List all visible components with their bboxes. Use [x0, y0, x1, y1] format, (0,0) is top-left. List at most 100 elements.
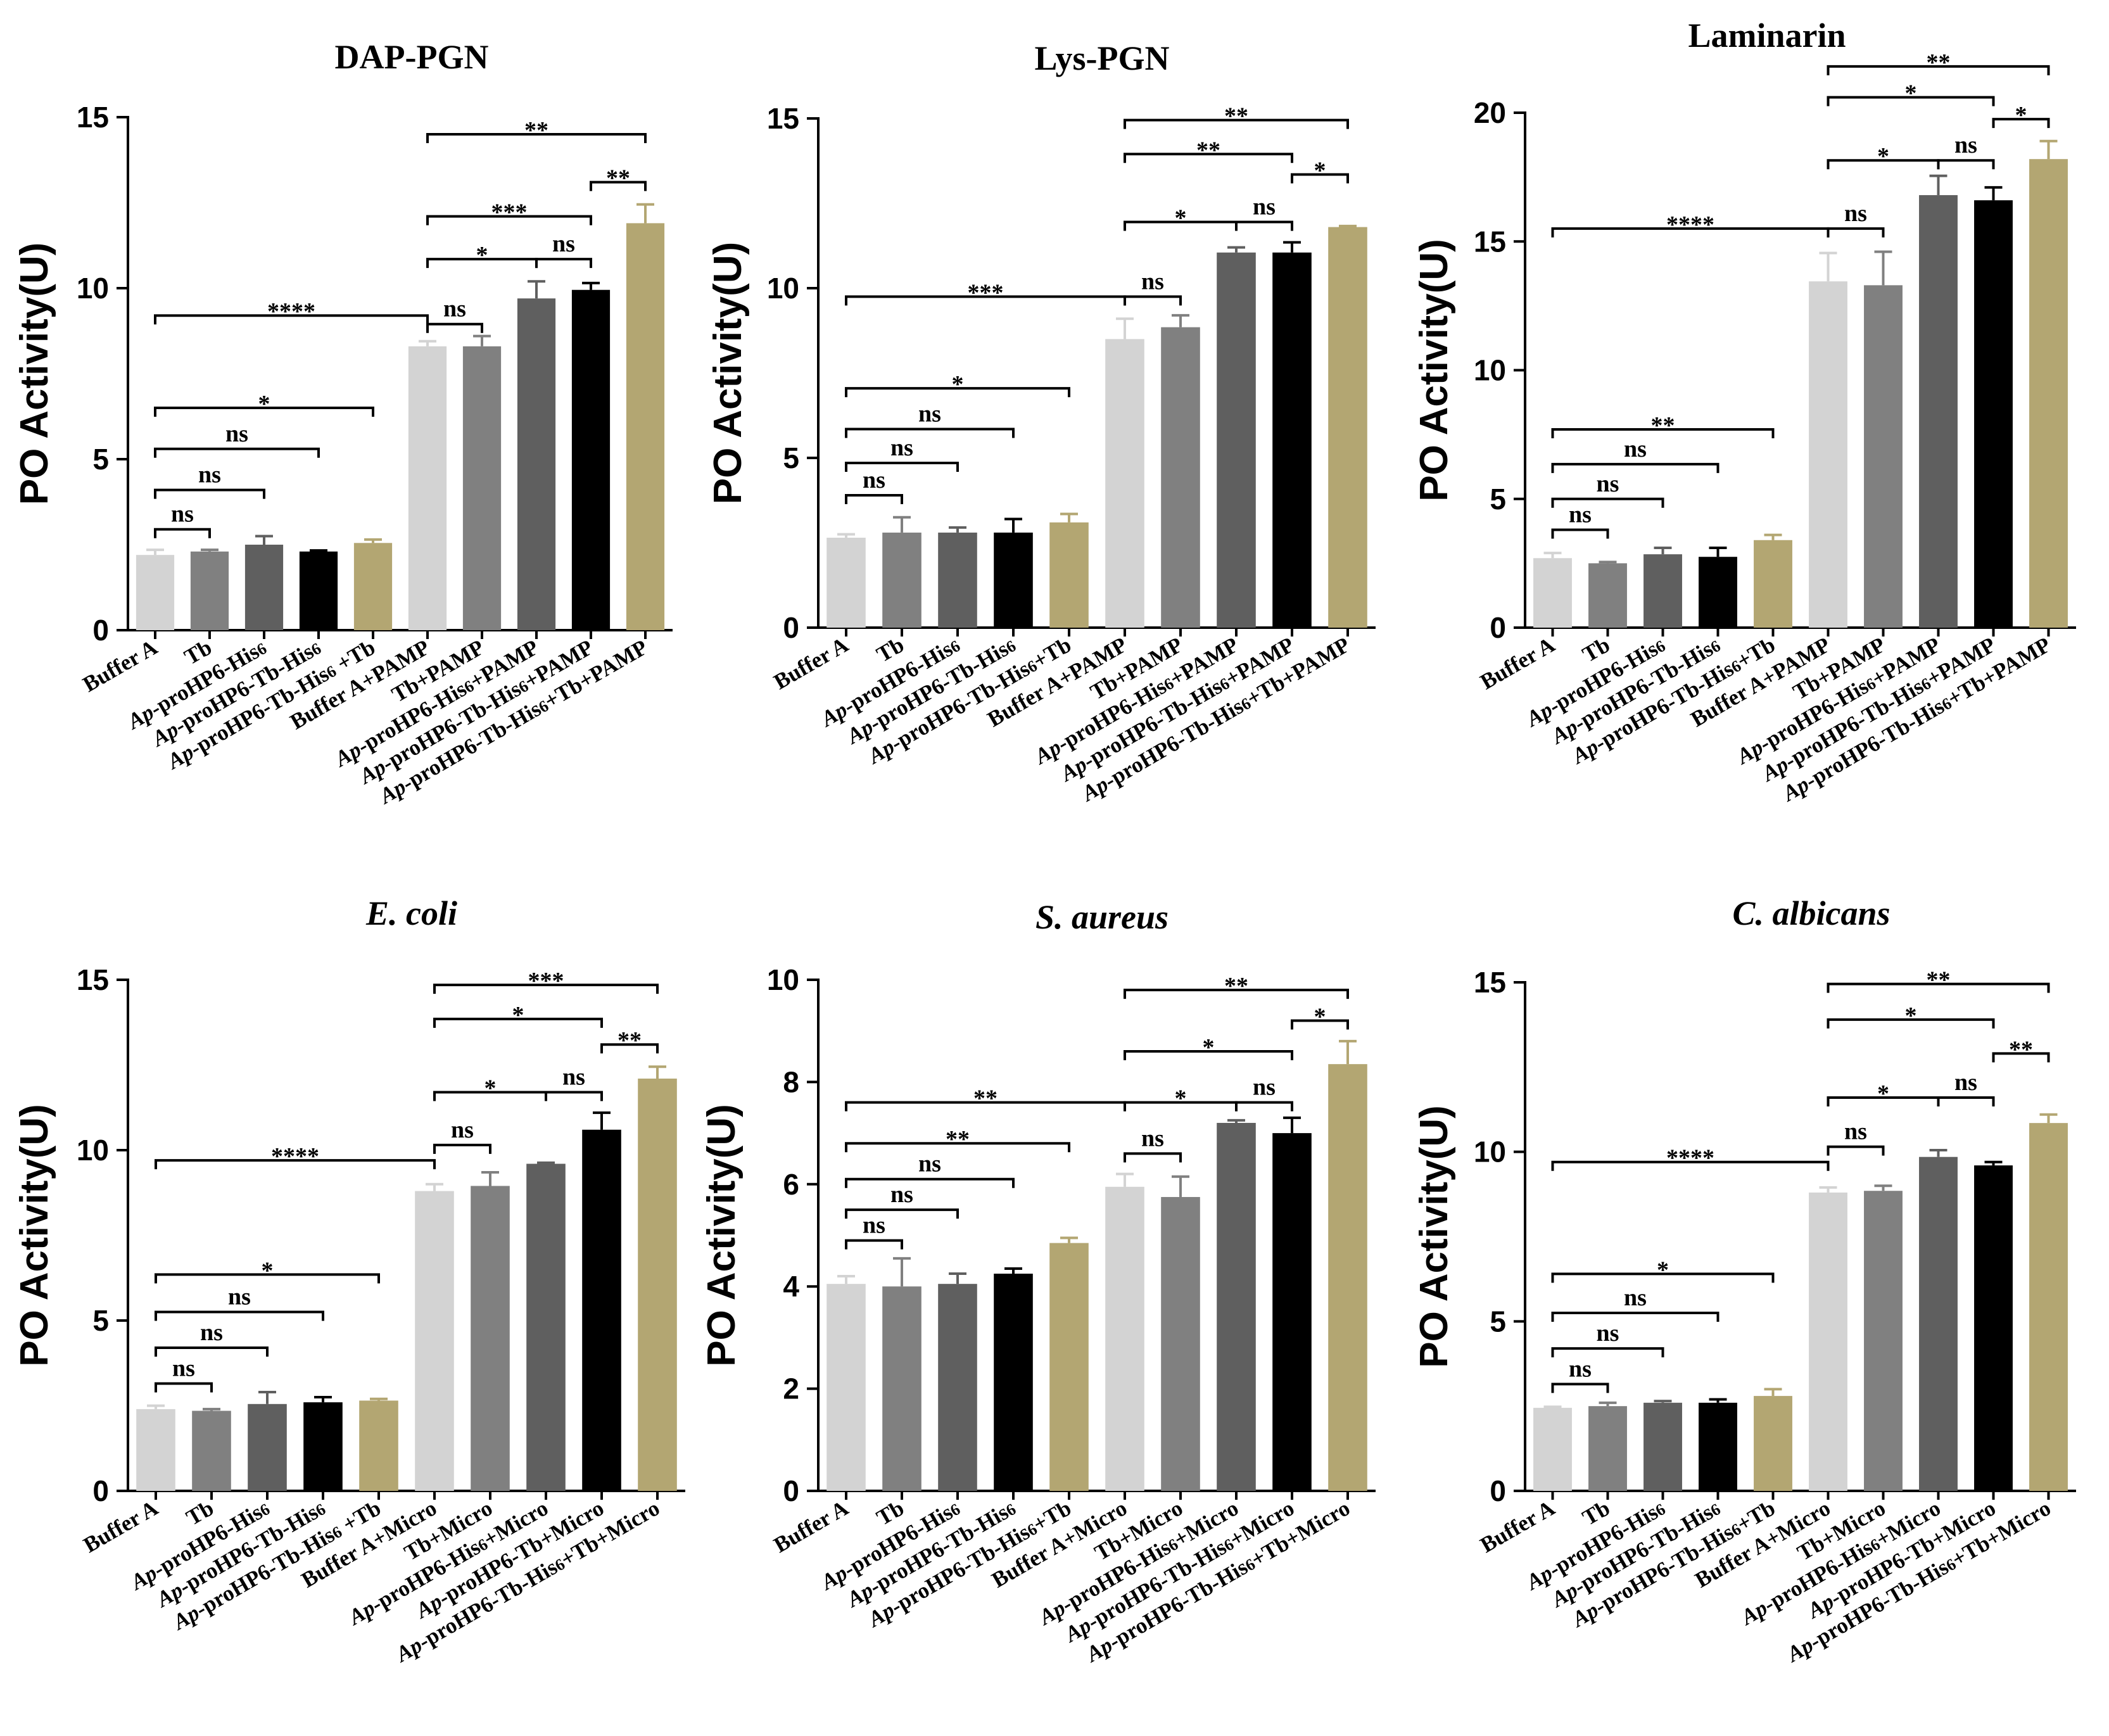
significance-label: ns: [1141, 268, 1164, 295]
bar: [353, 543, 393, 630]
significance-label: ns: [1844, 200, 1867, 227]
significance-bracket: [590, 181, 647, 191]
significance-label: *: [258, 391, 270, 417]
x-category-label: Buffer A: [79, 1495, 163, 1557]
x-category-label: Buffer A: [770, 1495, 853, 1557]
y-tick-label: 15: [77, 963, 109, 996]
significance-label: ns: [552, 231, 575, 257]
bar: [1161, 327, 1200, 628]
bar: [571, 289, 611, 630]
bar: [1217, 252, 1256, 628]
bar: [1161, 1196, 1200, 1491]
significance-label: *: [1175, 205, 1187, 231]
significance-label: *: [1877, 1080, 1889, 1107]
bar: [408, 346, 447, 630]
significance-label: *: [484, 1075, 497, 1102]
significance-bracket: [1551, 1160, 1830, 1171]
significance-bracket: [845, 1142, 1070, 1153]
significance-bracket: [600, 1043, 659, 1054]
significance-bracket: [1992, 1052, 2050, 1063]
bar: [1217, 1122, 1256, 1491]
y-tick-label: 10: [767, 963, 799, 996]
bar: [244, 545, 284, 630]
significance-label: ****: [267, 298, 315, 325]
bar: [471, 1186, 510, 1491]
y-tick-label: 15: [77, 101, 109, 134]
y-tick-label: 5: [92, 443, 109, 476]
y-tick-label: 5: [1490, 1305, 1506, 1338]
significance-bracket: [1551, 1272, 1775, 1283]
significance-label: ns: [1624, 436, 1647, 462]
y-tick-label: 15: [1474, 225, 1506, 258]
bar: [1105, 339, 1144, 628]
bar: [1864, 1191, 1903, 1491]
x-category-label: Buffer A: [79, 635, 162, 697]
y-tick-label: 0: [783, 611, 799, 644]
bar: [826, 1284, 866, 1491]
y-tick-label: 6: [783, 1168, 799, 1201]
significance-bracket: [845, 1239, 903, 1250]
significance-bracket: [1551, 1347, 1664, 1358]
significance-label: ns: [225, 421, 248, 447]
significance-bracket: [1124, 153, 1293, 163]
significance-label: *: [1877, 143, 1889, 170]
significance-bracket: [155, 1159, 436, 1170]
y-tick-label: 5: [783, 441, 799, 474]
bar: [938, 1284, 977, 1491]
significance-label: *: [2015, 102, 2027, 129]
bar: [626, 223, 665, 630]
y-tick-label: 2: [783, 1372, 799, 1405]
significance-bracket: [154, 447, 320, 458]
significance-bracket: [1124, 989, 1349, 999]
significance-label: ns: [443, 296, 466, 322]
significance-label: **: [606, 165, 630, 192]
significance-bracket: [155, 1310, 324, 1321]
y-tick-label: 10: [77, 1134, 109, 1167]
significance-bracket: [1551, 528, 1609, 539]
significance-label: *: [1314, 157, 1326, 184]
significance-label: **: [2009, 1036, 2033, 1063]
significance-label: ns: [228, 1284, 251, 1310]
y-tick-label: 0: [783, 1474, 799, 1507]
significance-bracket: [1551, 1311, 1720, 1322]
y-tick-label: 5: [1490, 483, 1506, 516]
significance-label: ns: [918, 400, 941, 427]
bar: [1588, 1406, 1627, 1491]
significance-label: ns: [562, 1064, 585, 1091]
significance-bracket: [1827, 96, 1995, 106]
significance-label: **: [946, 1126, 970, 1153]
bar: [1533, 558, 1572, 628]
significance-bracket: [426, 133, 647, 143]
y-axis-label: PO Activity(U): [700, 1104, 744, 1367]
bar: [248, 1403, 287, 1491]
significance-label: **: [1224, 973, 1248, 999]
significance-label: ns: [171, 501, 194, 528]
significance-label: ***: [968, 279, 1004, 306]
significance-label: ****: [271, 1143, 319, 1170]
bar: [582, 1129, 621, 1491]
bar: [1328, 1064, 1367, 1491]
significance-bracket: [433, 1143, 491, 1154]
significance-bracket: [1827, 1018, 1995, 1029]
y-axis-label: PO Activity(U): [1412, 1105, 1456, 1368]
bar: [303, 1402, 343, 1491]
significance-label: *: [1175, 1086, 1187, 1112]
x-category-label: Buffer A: [1476, 1495, 1560, 1557]
bar: [994, 532, 1033, 628]
significance-bracket: [426, 215, 592, 225]
bar: [359, 1400, 398, 1491]
bar: [994, 1274, 1033, 1491]
significance-label: *: [952, 371, 964, 398]
significance-label: ****: [1666, 1145, 1714, 1172]
significance-label: *: [262, 1257, 274, 1284]
significance-bracket: [1827, 1145, 1885, 1156]
bar: [2029, 1123, 2068, 1491]
y-tick-label: 0: [92, 1474, 109, 1507]
significance-bracket: [1124, 1152, 1182, 1163]
bar: [1699, 1402, 1737, 1491]
bar: [1644, 554, 1682, 628]
y-axis-label: PO Activity(U): [13, 1104, 56, 1367]
